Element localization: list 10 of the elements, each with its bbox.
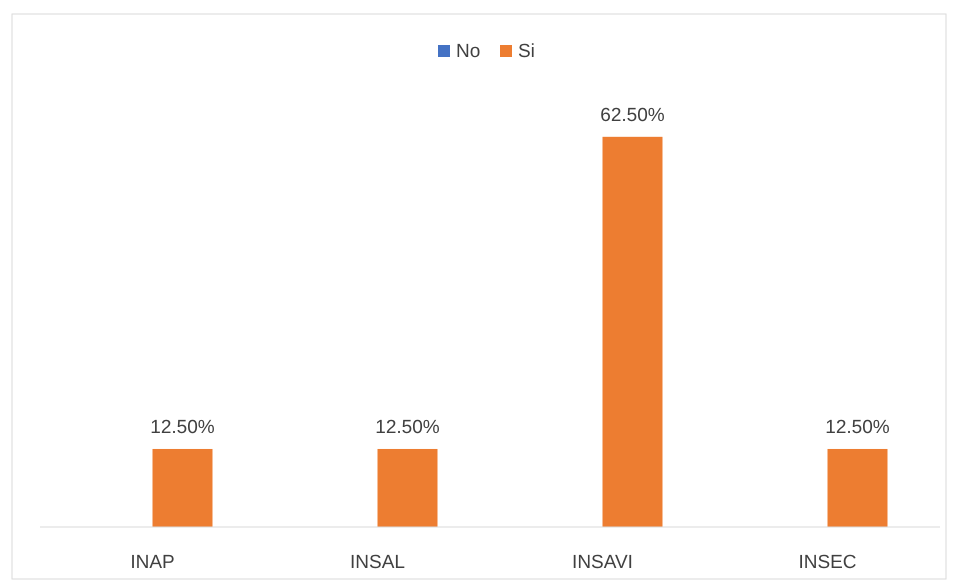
data-label: 12.50% [375, 416, 440, 438]
legend-label: No [456, 41, 480, 62]
data-label: 12.50% [150, 416, 215, 438]
data-label: 62.50% [600, 104, 665, 126]
legend-label: Si [518, 41, 535, 62]
x-tick-label: INSAVI [572, 552, 633, 573]
x-tick-label: INSAL [350, 552, 405, 573]
data-label: 12.50% [825, 416, 890, 438]
x-tick-label: INSEC [798, 552, 857, 573]
x-tick-label: INAP [130, 552, 175, 573]
